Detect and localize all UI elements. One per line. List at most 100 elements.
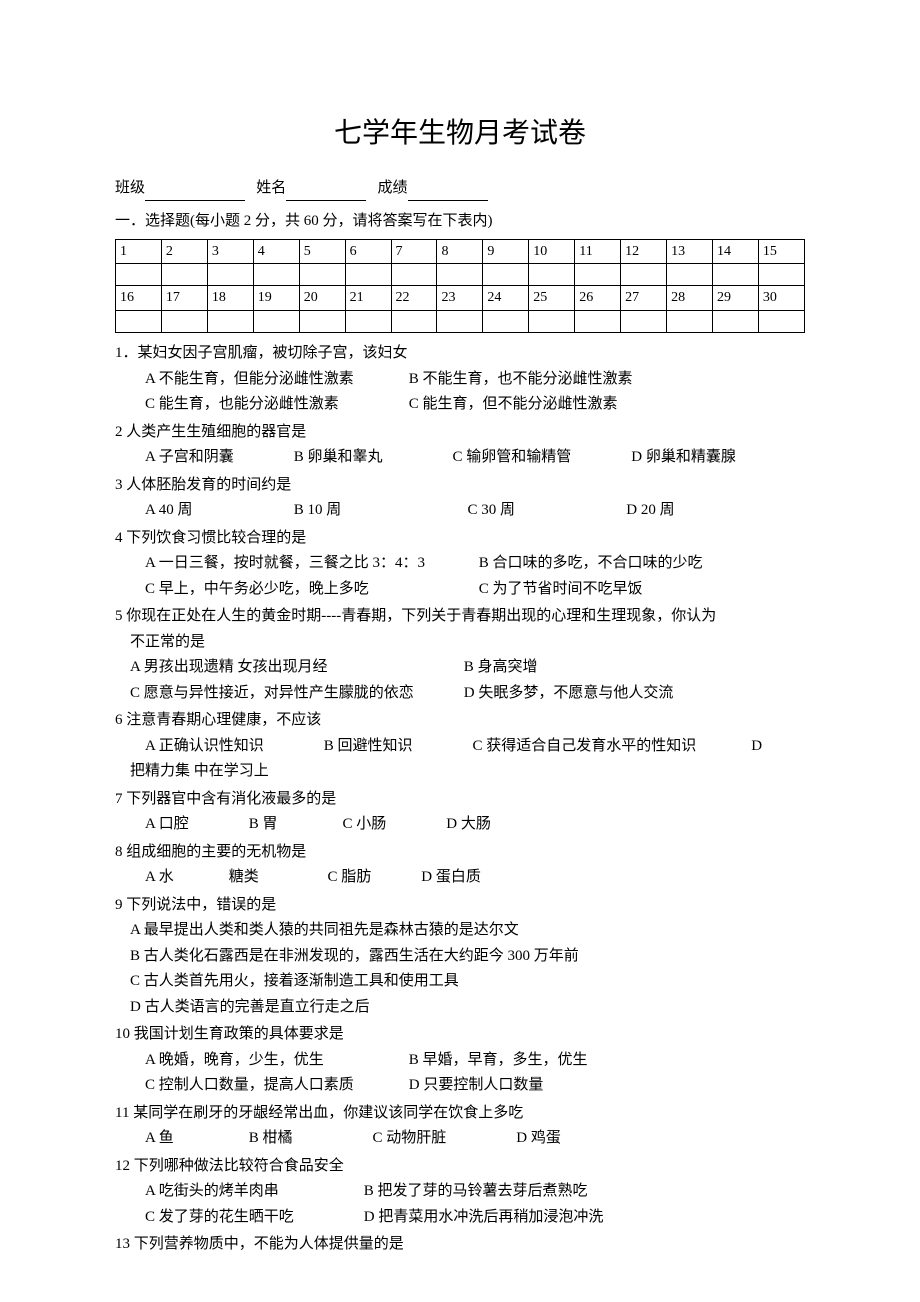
grid-cell: 14 xyxy=(712,239,758,264)
grid-cell: 30 xyxy=(758,286,804,311)
grid-cell: 6 xyxy=(345,239,391,264)
q7-opt-c: C 小肠 xyxy=(343,812,443,838)
q4-opt-d: C 为了节省时间不吃早饭 xyxy=(479,577,643,603)
q5-opt-d: D 失眠多梦，不愿意与他人交流 xyxy=(464,681,674,707)
grid-answer-row-2[interactable] xyxy=(116,311,805,333)
q3-opt-b: B 10 周 xyxy=(294,498,464,524)
q2-opt-b: B 卵巢和睾丸 xyxy=(294,445,449,471)
grid-cell: 22 xyxy=(391,286,437,311)
q10-text: 10 我国计划生育政策的具体要求是 xyxy=(115,1022,805,1048)
grid-cell: 4 xyxy=(253,239,299,264)
grid-cell: 28 xyxy=(667,286,713,311)
q12-text: 12 下列哪种做法比较符合食品安全 xyxy=(115,1154,805,1180)
grid-cell: 18 xyxy=(207,286,253,311)
q3-opt-d: D 20 周 xyxy=(626,498,674,524)
q10-opt-a: A 晚婚，晚育，少生，优生 xyxy=(145,1048,405,1074)
q5-opt-c: C 愿意与异性接近，对异性产生朦胧的依恋 xyxy=(130,681,460,707)
question-10: 10 我国计划生育政策的具体要求是 A 晚婚，晚育，少生，优生 B 早婚，早育，… xyxy=(115,1022,805,1099)
grid-row-2: 16 17 18 19 20 21 22 23 24 25 26 27 28 2… xyxy=(116,286,805,311)
q9-opt-d: D 古人类语言的完善是直立行走之后 xyxy=(115,995,805,1021)
class-label: 班级 xyxy=(115,180,145,196)
q12-opt-d: D 把青菜用水冲洗后再稍加浸泡冲洗 xyxy=(364,1205,604,1231)
grid-cell: 13 xyxy=(667,239,713,264)
q2-opt-c: C 输卵管和输精管 xyxy=(453,445,628,471)
grid-cell: 11 xyxy=(575,239,621,264)
grid-cell: 2 xyxy=(161,239,207,264)
grid-cell: 26 xyxy=(575,286,621,311)
question-4: 4 下列饮食习惯比较合理的是 A 一日三餐，按时就餐，三餐之比 3：4：3 B … xyxy=(115,526,805,603)
q1-text: 1．某妇女因子宫肌瘤，被切除子宫，该妇女 xyxy=(115,341,805,367)
q11-opt-a: A 鱼 xyxy=(145,1126,245,1152)
section-1-header: 一．选择题(每小题 2 分，共 60 分，请将答案写在下表内) xyxy=(115,209,805,235)
grid-cell: 24 xyxy=(483,286,529,311)
q8-opt-a: A 水 xyxy=(145,865,225,891)
q2-opt-d: D 卵巢和精囊腺 xyxy=(631,445,736,471)
q11-text: 11 某同学在刷牙的牙龈经常出血，你建议该同学在饮食上多吃 xyxy=(115,1101,805,1127)
q2-opt-a: A 子宫和阴囊 xyxy=(145,445,290,471)
q5-text: 5 你现在正处在人生的黄金时期----青春期，下列关于青春期出现的心理和生理现象… xyxy=(115,604,805,630)
grid-answer-row-1[interactable] xyxy=(116,264,805,286)
name-blank[interactable] xyxy=(286,183,366,201)
question-1: 1．某妇女因子宫肌瘤，被切除子宫，该妇女 A 不能生育，但能分泌雌性激素 B 不… xyxy=(115,341,805,418)
q12-opt-a: A 吃街头的烤羊肉串 xyxy=(145,1179,360,1205)
grid-cell: 9 xyxy=(483,239,529,264)
name-label: 姓名 xyxy=(256,180,286,196)
q8-opt-d: D 蛋白质 xyxy=(421,865,481,891)
class-blank[interactable] xyxy=(145,183,245,201)
grid-cell: 17 xyxy=(161,286,207,311)
q5-cont: 不正常的是 xyxy=(115,630,805,656)
student-info-line: 班级 姓名 成绩 xyxy=(115,176,805,202)
q6-opt-d: D xyxy=(751,734,762,760)
page-title: 七学年生物月考试卷 xyxy=(115,110,805,158)
q7-opt-b: B 胃 xyxy=(249,812,339,838)
score-blank[interactable] xyxy=(408,183,488,201)
q1-opt-a: A 不能生育，但能分泌雌性激素 xyxy=(145,367,405,393)
q10-opt-d: D 只要控制人口数量 xyxy=(409,1073,544,1099)
q4-opt-c: C 早上，中午务必少吃，晚上多吃 xyxy=(145,577,475,603)
q11-opt-d: D 鸡蛋 xyxy=(516,1126,561,1152)
q9-opt-b: B 古人类化石露西是在非洲发现的，露西生活在大约距今 300 万年前 xyxy=(115,944,805,970)
q9-opt-a: A 最早提出人类和类人猿的共同祖先是森林古猿的是达尔文 xyxy=(115,918,805,944)
q1-opt-b: B 不能生育，也不能分泌雌性激素 xyxy=(409,367,633,393)
q6-opt-b: B 回避性知识 xyxy=(324,734,469,760)
q7-opt-a: A 口腔 xyxy=(145,812,245,838)
grid-cell: 29 xyxy=(712,286,758,311)
grid-cell: 12 xyxy=(621,239,667,264)
q3-opt-c: C 30 周 xyxy=(468,498,623,524)
q6-text: 6 注意青春期心理健康，不应该 xyxy=(115,708,805,734)
q3-text: 3 人体胚胎发育的时间约是 xyxy=(115,473,805,499)
grid-cell: 23 xyxy=(437,286,483,311)
q4-opt-a: A 一日三餐，按时就餐，三餐之比 3：4：3 xyxy=(145,551,475,577)
q5-opt-a: A 男孩出现遗精 女孩出现月经 xyxy=(130,655,460,681)
q13-text: 13 下列营养物质中，不能为人体提供量的是 xyxy=(115,1232,805,1258)
q7-opt-d: D 大肠 xyxy=(446,812,491,838)
q10-opt-b: B 早婚，早育，多生，优生 xyxy=(409,1048,588,1074)
question-2: 2 人类产生生殖细胞的器官是 A 子宫和阴囊 B 卵巢和睾丸 C 输卵管和输精管… xyxy=(115,420,805,471)
grid-cell: 19 xyxy=(253,286,299,311)
grid-cell: 8 xyxy=(437,239,483,264)
q6-cont: 把精力集 中在学习上 xyxy=(115,759,805,785)
question-13: 13 下列营养物质中，不能为人体提供量的是 xyxy=(115,1232,805,1258)
q10-opt-c: C 控制人口数量，提高人口素质 xyxy=(145,1073,405,1099)
question-6: 6 注意青春期心理健康，不应该 A 正确认识性知识 B 回避性知识 C 获得适合… xyxy=(115,708,805,785)
question-8: 8 组成细胞的主要的无机物是 A 水 糖类 C 脂肪 D 蛋白质 xyxy=(115,840,805,891)
grid-cell: 7 xyxy=(391,239,437,264)
question-3: 3 人体胚胎发育的时间约是 A 40 周 B 10 周 C 30 周 D 20 … xyxy=(115,473,805,524)
grid-cell: 5 xyxy=(299,239,345,264)
grid-cell: 16 xyxy=(116,286,162,311)
grid-row-1: 1 2 3 4 5 6 7 8 9 10 11 12 13 14 15 xyxy=(116,239,805,264)
question-12: 12 下列哪种做法比较符合食品安全 A 吃街头的烤羊肉串 B 把发了芽的马铃薯去… xyxy=(115,1154,805,1231)
grid-cell: 25 xyxy=(529,286,575,311)
q9-opt-c: C 古人类首先用火，接着逐渐制造工具和使用工具 xyxy=(115,969,805,995)
q7-text: 7 下列器官中含有消化液最多的是 xyxy=(115,787,805,813)
q2-text: 2 人类产生生殖细胞的器官是 xyxy=(115,420,805,446)
q12-opt-b: B 把发了芽的马铃薯去芽后煮熟吃 xyxy=(364,1179,588,1205)
q1-opt-c: C 能生育，也能分泌雌性激素 xyxy=(145,392,405,418)
q4-text: 4 下列饮食习惯比较合理的是 xyxy=(115,526,805,552)
question-7: 7 下列器官中含有消化液最多的是 A 口腔 B 胃 C 小肠 D 大肠 xyxy=(115,787,805,838)
grid-cell: 10 xyxy=(529,239,575,264)
q5-opt-b: B 身高突增 xyxy=(464,655,538,681)
q11-opt-b: B 柑橘 xyxy=(249,1126,369,1152)
grid-cell: 21 xyxy=(345,286,391,311)
q9-text: 9 下列说法中，错误的是 xyxy=(115,893,805,919)
